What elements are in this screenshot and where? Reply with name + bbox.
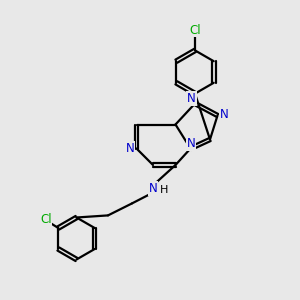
Text: N: N xyxy=(125,142,134,155)
Text: Cl: Cl xyxy=(40,213,52,226)
Text: N: N xyxy=(187,136,196,150)
Text: N: N xyxy=(220,107,229,121)
Text: Cl: Cl xyxy=(189,23,201,37)
Text: N: N xyxy=(187,92,196,105)
Text: H: H xyxy=(160,185,169,195)
Text: N: N xyxy=(148,182,158,195)
